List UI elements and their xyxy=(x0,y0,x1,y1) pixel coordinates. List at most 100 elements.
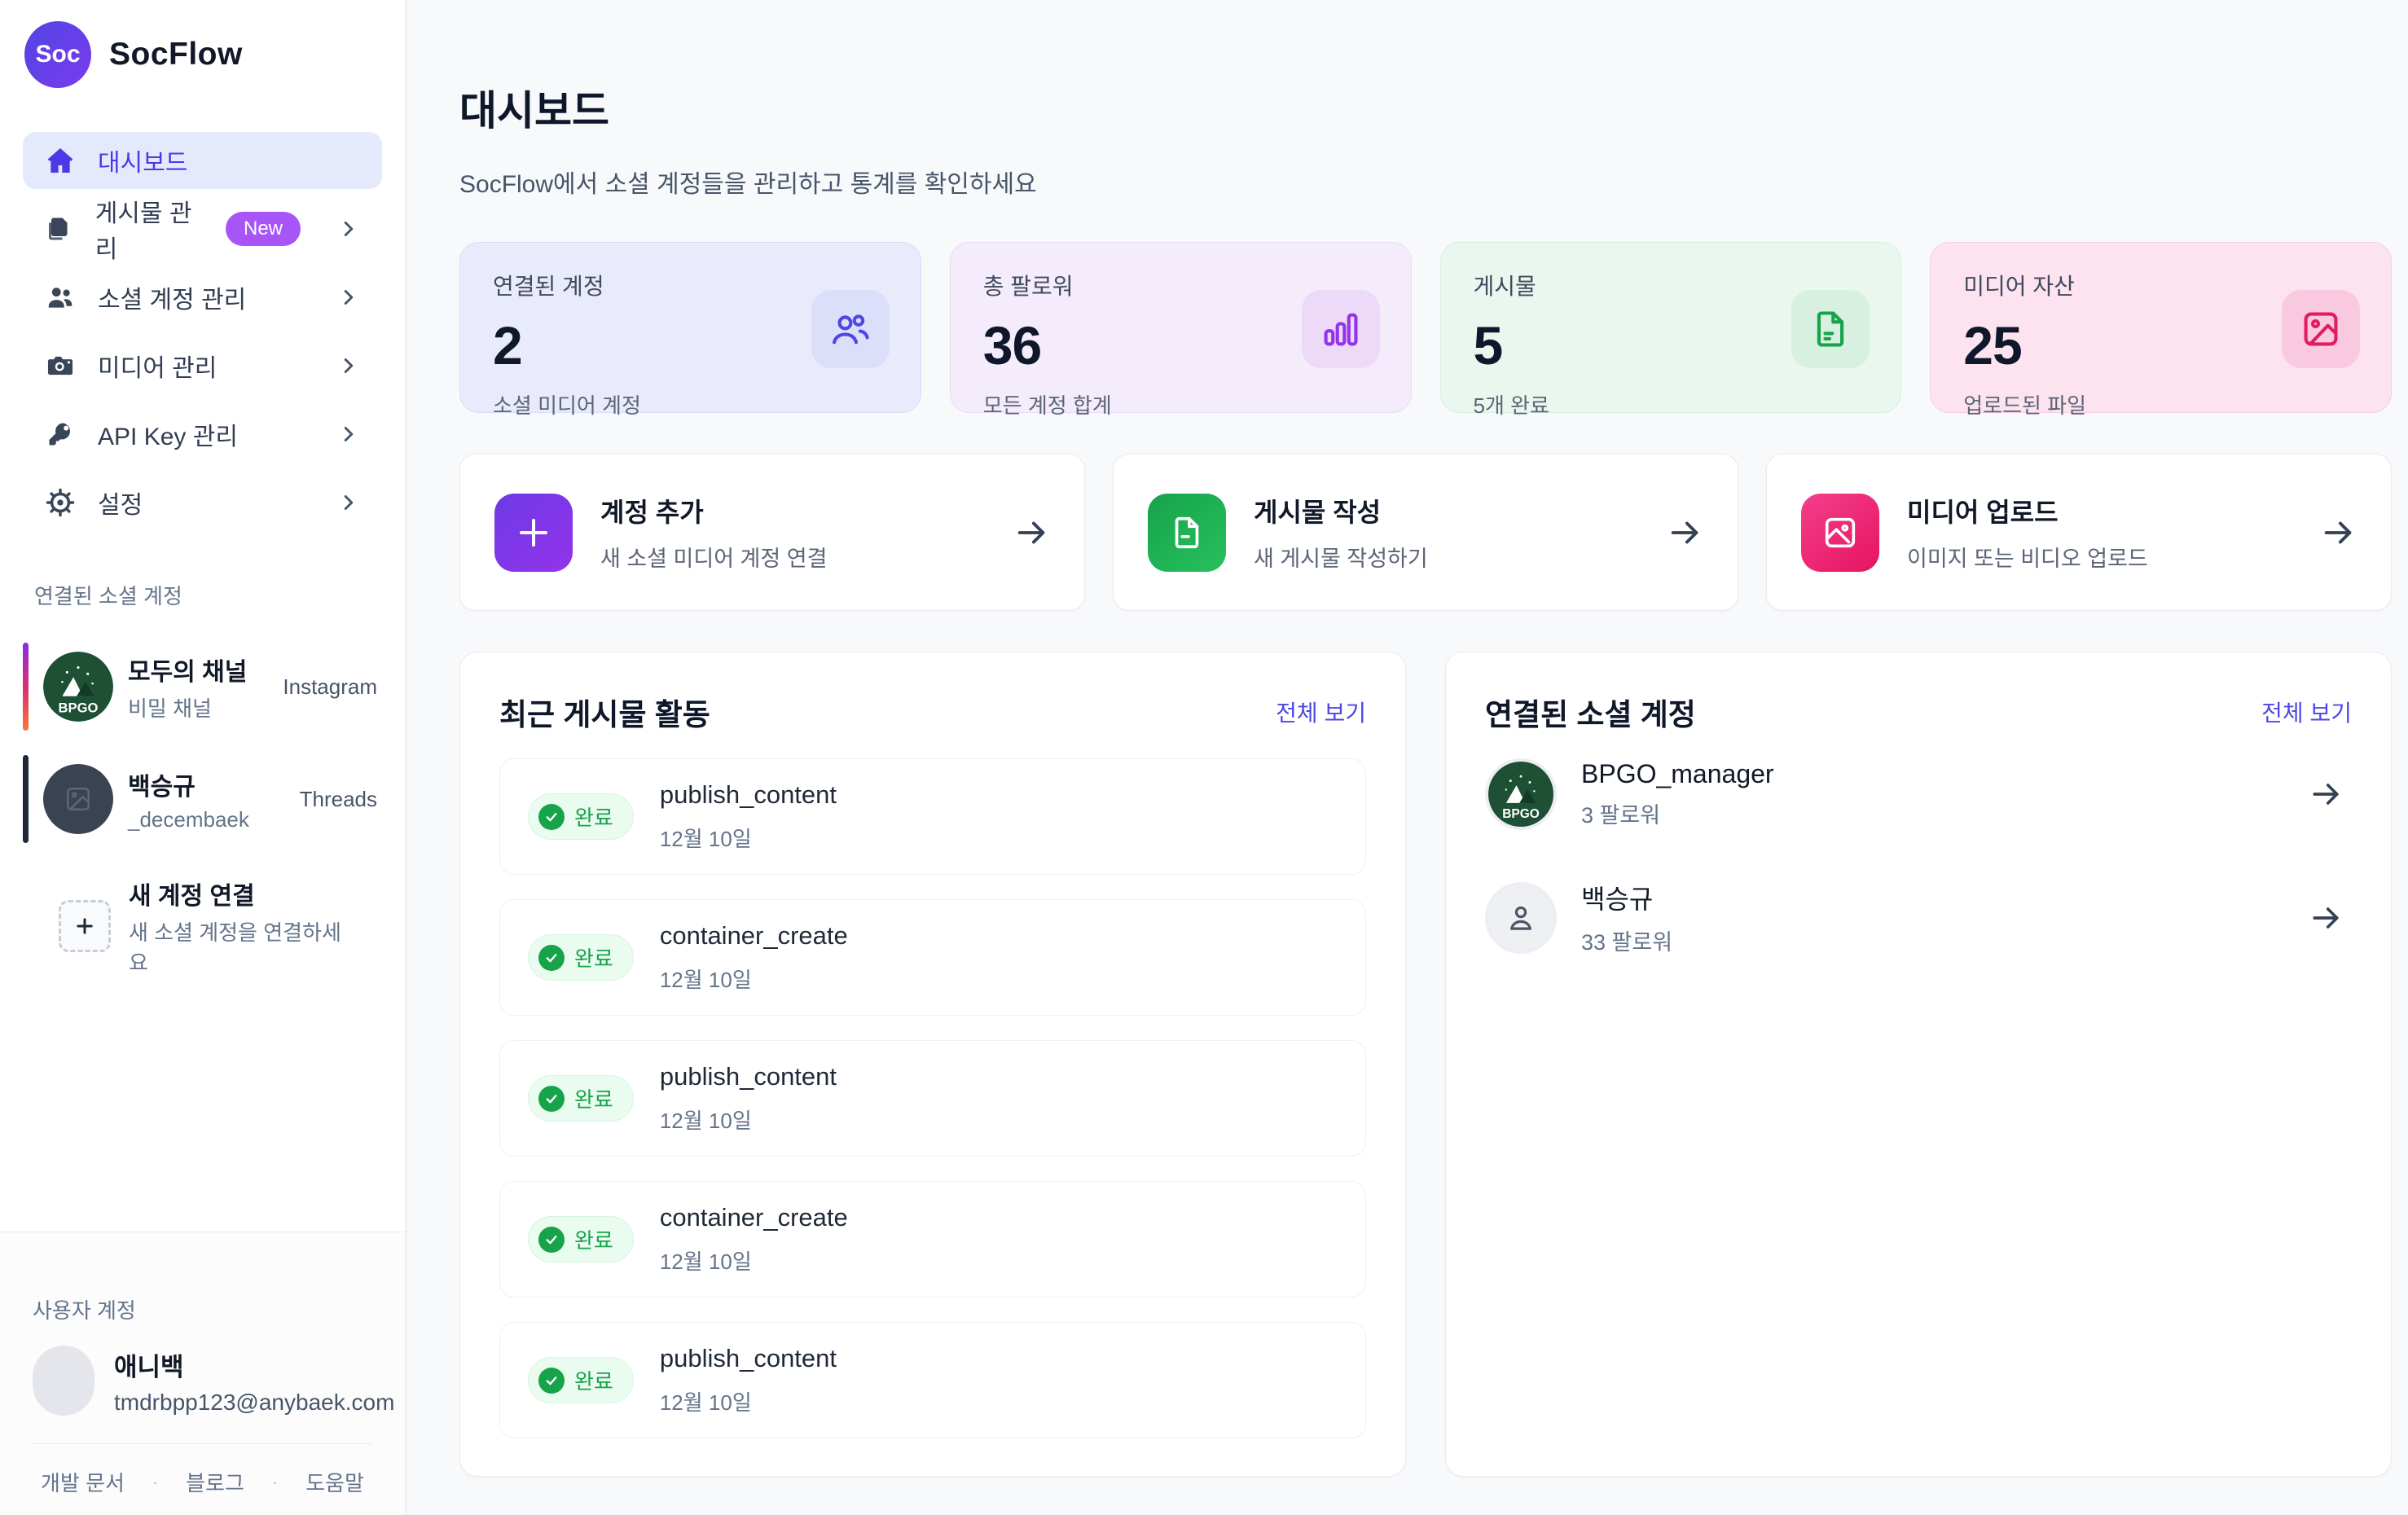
view-all-link[interactable]: 전체 보기 xyxy=(1276,700,1366,726)
app-logo: Soc xyxy=(24,21,91,88)
activity-date: 12월 10일 xyxy=(659,1109,752,1133)
sidebar-item-label: 소셜 계정 관리 xyxy=(98,287,247,314)
sidebar: Soc SocFlow 대시보드 게시물 관리 New 소셜 계정 관리 xyxy=(0,0,406,1515)
activity-name: container_create xyxy=(659,1203,848,1232)
recent-activity-panel: 최근 게시물 활동 전체 보기 완료 publish_content 12월 1… xyxy=(459,652,1406,1477)
stat-value: 2 xyxy=(493,315,523,375)
document-icon xyxy=(1791,290,1870,368)
sidebar-item-settings[interactable]: 설정 xyxy=(23,474,382,531)
sidebar-item-label: API Key 관리 xyxy=(98,424,238,450)
threads-avatar xyxy=(43,764,113,834)
sidebar-item-posts[interactable]: 게시물 관리 New xyxy=(23,200,382,263)
connected-account-row[interactable]: BPGO BPGO_manager 3 팔로워 xyxy=(1485,734,2352,854)
add-account-card[interactable]: 계정 추가 새 소셜 미디어 계정 연결 xyxy=(459,454,1085,611)
sidebar-item-media[interactable]: 미디어 관리 xyxy=(23,337,382,394)
action-title: 계정 추가 xyxy=(600,498,704,527)
check-circle-icon xyxy=(538,944,565,971)
stat-card-total-followers: 총 팔로워 36 모든 계정 합계 xyxy=(949,242,1412,418)
bar-chart-icon xyxy=(1301,290,1380,368)
app-name: SocFlow xyxy=(109,37,243,72)
person-avatar xyxy=(1485,881,1557,954)
stat-card-media-assets: 미디어 자산 25 업로드된 파일 xyxy=(1930,242,2392,418)
stat-value: 25 xyxy=(1963,315,2022,375)
check-circle-icon xyxy=(538,1226,565,1253)
check-circle-icon xyxy=(538,803,565,830)
help-link[interactable]: 도움말 xyxy=(305,1471,364,1495)
action-subtitle: 새 게시물 작성하기 xyxy=(1254,547,1428,571)
user-avatar xyxy=(33,1346,94,1416)
chevron-right-icon xyxy=(336,217,361,241)
sidebar-item-label: 게시물 관리 xyxy=(94,200,192,263)
stat-card-posts: 게시물 5 5개 완료 xyxy=(1439,242,1902,418)
upload-media-card[interactable]: 미디어 업로드 이미지 또는 비디오 업로드 xyxy=(1766,454,2392,611)
account-followers: 3 팔로워 xyxy=(1581,803,1661,828)
account-meta: 모두의 채널 비밀 채널 xyxy=(128,652,247,722)
bpgo-avatar: BPGO xyxy=(1485,758,1557,830)
account-name: BPGO_manager xyxy=(1581,759,1774,788)
instagram-gradient-bar xyxy=(23,643,29,731)
connected-account-row[interactable]: 백승규 33 팔로워 xyxy=(1485,854,2352,981)
chevron-right-icon xyxy=(336,354,361,378)
users-icon xyxy=(44,282,77,313)
activity-name: container_create xyxy=(659,921,848,950)
brand: Soc SocFlow xyxy=(0,0,405,96)
status-text: 완료 xyxy=(574,806,613,830)
account-subtitle: _decembaek xyxy=(128,806,249,832)
plus-icon xyxy=(494,493,573,572)
docs-link[interactable]: 개발 문서 xyxy=(41,1471,125,1495)
image-icon xyxy=(2282,290,2360,368)
check-circle-icon xyxy=(538,1367,565,1394)
arrow-right-icon xyxy=(2308,900,2352,936)
stat-label: 미디어 자산 xyxy=(1963,274,2075,299)
app-logo-text: Soc xyxy=(35,41,81,68)
svg-text:BPGO: BPGO xyxy=(59,700,99,715)
action-meta: 미디어 업로드 이미지 또는 비디오 업로드 xyxy=(1907,492,2148,573)
view-all-link[interactable]: 전체 보기 xyxy=(2261,700,2352,726)
users-group-icon xyxy=(811,290,890,368)
chevron-right-icon xyxy=(336,490,361,515)
panel-title: 최근 게시물 활동 xyxy=(499,698,710,731)
threads-bar xyxy=(23,755,29,843)
add-account-subtitle: 새 소셜 계정을 연결하세요 xyxy=(129,920,341,975)
sidebar-account-instagram[interactable]: BPGO 모두의 채널 비밀 채널 Instagram xyxy=(23,643,382,731)
activity-item: 완료 publish_content 12월 10일 xyxy=(499,758,1366,875)
sidebar-item-social-accounts[interactable]: 소셜 계정 관리 xyxy=(23,269,382,326)
blog-link[interactable]: 블로그 xyxy=(186,1471,244,1495)
account-meta: 백승규 _decembaek xyxy=(128,766,249,832)
user-section: 사용자 계정 애니백 tmdrbpp123@anybaek.com 개발 문서 … xyxy=(0,1232,405,1515)
sidebar-item-api-keys[interactable]: API Key 관리 xyxy=(23,406,382,463)
sidebar-account-list: BPGO 모두의 채널 비밀 채널 Instagram 백승규 _decemba… xyxy=(0,610,405,977)
plus-icon xyxy=(59,900,111,952)
stats-row: 연결된 계정 2 소셜 미디어 계정 총 팔로워 36 모든 계정 합계 게시물… xyxy=(459,242,2392,418)
activity-name: publish_content xyxy=(659,780,837,809)
dot-separator: · xyxy=(271,1471,279,1492)
activity-item: 완료 publish_content 12월 10일 xyxy=(499,1322,1366,1438)
sidebar-account-threads[interactable]: 백승규 _decembaek Threads xyxy=(23,755,382,843)
create-post-card[interactable]: 게시물 작성 새 게시물 작성하기 xyxy=(1113,454,1738,611)
page-title: 대시보드 xyxy=(459,87,609,134)
action-title: 게시물 작성 xyxy=(1254,498,1382,527)
panel-header: 연결된 소셜 계정 전체 보기 xyxy=(1485,690,2352,734)
chevron-right-icon xyxy=(336,285,361,310)
stat-subtext: 업로드된 파일 xyxy=(1963,393,2086,418)
new-badge: New xyxy=(225,212,301,246)
stat-subtext: 모든 계정 합계 xyxy=(982,393,1112,418)
sidebar-item-label: 설정 xyxy=(98,492,143,519)
sidebar-item-dashboard[interactable]: 대시보드 xyxy=(23,132,382,189)
activity-date: 12월 10일 xyxy=(659,827,752,851)
status-badge: 완료 xyxy=(528,793,634,840)
bpgo-avatar: BPGO xyxy=(43,652,113,722)
add-account-meta: 새 계정 연결 새 소셜 계정을 연결하세요 xyxy=(129,876,359,977)
activity-date: 12월 10일 xyxy=(659,1249,752,1274)
add-account-title: 새 계정 연결 xyxy=(129,883,255,910)
action-subtitle: 새 소셜 미디어 계정 연결 xyxy=(600,547,828,571)
bottom-panels: 최근 게시물 활동 전체 보기 완료 publish_content 12월 1… xyxy=(459,652,2392,1477)
dot-separator: · xyxy=(152,1471,159,1492)
activity-date: 12월 10일 xyxy=(659,1390,752,1415)
user-account[interactable]: 애니백 tmdrbpp123@anybaek.com xyxy=(33,1346,394,1416)
posts-icon xyxy=(44,214,74,244)
svg-text:BPGO: BPGO xyxy=(1502,807,1539,821)
add-account-button[interactable]: 새 계정 연결 새 소셜 계정을 연결하세요 xyxy=(46,876,359,977)
status-text: 완료 xyxy=(574,1228,613,1253)
user-section-label: 사용자 계정 xyxy=(33,1298,136,1323)
